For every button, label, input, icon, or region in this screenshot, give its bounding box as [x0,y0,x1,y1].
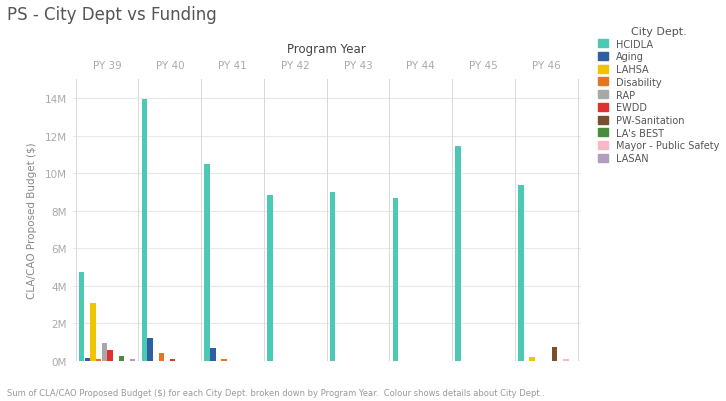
Bar [221,358,227,361]
Bar [159,353,164,361]
Bar [130,359,135,361]
Bar [107,350,113,361]
Bar [455,147,461,361]
Bar [85,358,90,361]
Text: Sum of CLA/CAO Proposed Budget ($) for each City Dept. broken down by Program Ye: Sum of CLA/CAO Proposed Budget ($) for e… [7,388,545,397]
Legend: HCIDLA, Aging, LAHSA, Disability, RAP, EWDD, PW-Sanitation, LA's BEST, Mayor - P: HCIDLA, Aging, LAHSA, Disability, RAP, E… [597,25,722,166]
Bar [147,338,152,361]
Bar [142,100,147,361]
Bar [170,358,176,361]
Bar [210,348,216,361]
Bar [529,358,535,361]
Bar [563,358,568,361]
Bar [79,272,84,361]
Bar [552,347,558,361]
Bar [102,343,107,361]
Bar [96,359,102,361]
X-axis label: Program Year: Program Year [287,43,366,56]
Bar [393,198,398,361]
Bar [330,192,335,361]
Y-axis label: CLA/CAO Proposed Budget ($): CLA/CAO Proposed Budget ($) [27,142,36,299]
Bar [205,164,210,361]
Bar [90,303,96,361]
Text: PS - City Dept vs Funding: PS - City Dept vs Funding [7,6,217,24]
Bar [118,356,124,361]
Bar [267,195,272,361]
Bar [518,186,523,361]
